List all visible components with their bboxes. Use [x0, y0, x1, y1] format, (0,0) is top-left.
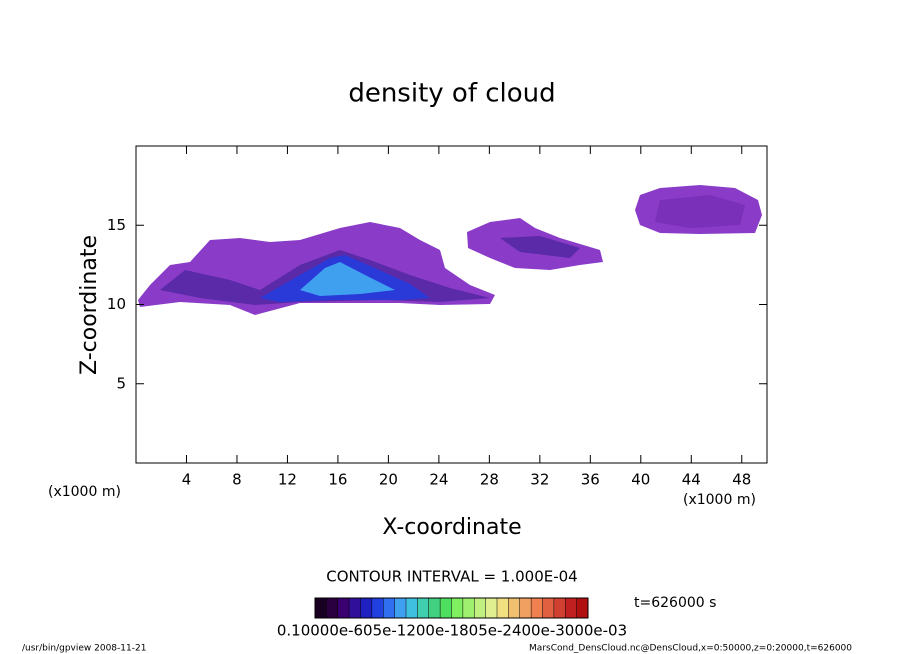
colorbar [314, 598, 589, 618]
time-label: t=626000 s [634, 595, 716, 611]
x-tick-label: 8 [232, 471, 242, 489]
x-tick-label: 20 [379, 471, 398, 489]
colorbar-swatch [326, 598, 339, 618]
colorbar-swatch [565, 598, 577, 618]
x-tick-label: 4 [182, 471, 192, 489]
colorbar-swatch [428, 598, 441, 618]
x-tick-label: 24 [429, 471, 448, 489]
y-tick-label: 5 [116, 374, 126, 392]
colorbar-swatch [508, 598, 521, 618]
colorbar-swatch [451, 598, 464, 618]
colorbar-swatch [394, 598, 407, 618]
colorbar-swatch [417, 598, 430, 618]
x-tick-label: 32 [530, 471, 549, 489]
x-tick-label: 40 [631, 471, 650, 489]
x-tick-label: 12 [278, 471, 297, 489]
colorbar-swatch [553, 598, 566, 618]
colorbar-swatch [519, 598, 532, 618]
colorbar-swatch [337, 598, 350, 618]
x-tick-label: 16 [328, 471, 347, 489]
colorbar-swatch [315, 598, 327, 618]
colorbar-swatch [531, 598, 543, 618]
colorbar-swatch [440, 598, 452, 618]
y-axis-label: Z-coordinate [77, 235, 102, 375]
cloud-region [655, 195, 745, 228]
colorbar-swatch [485, 598, 498, 618]
y-tick-label: 15 [107, 216, 126, 234]
x-tick-label: 48 [732, 471, 751, 489]
colorbar-frame [314, 597, 589, 619]
cloud-region [300, 262, 395, 296]
contour-interval: CONTOUR INTERVAL = 1.000E-04 [326, 568, 577, 586]
x-tick-label: 44 [682, 471, 701, 489]
x-tick-label: 36 [581, 471, 600, 489]
cloud-region [500, 236, 580, 258]
colorbar-swatch [576, 598, 589, 618]
footer-right: MarsCond_DensCloud.nc@DensCloud,x=0:5000… [529, 644, 852, 654]
chart-title: density of cloud [348, 79, 555, 109]
x-unit: (x1000 m) [48, 484, 121, 500]
colorbar-swatch [406, 598, 418, 618]
x-tick-label: 28 [480, 471, 499, 489]
footer-left: /usr/bin/gpview 2008-11-21 [22, 644, 146, 654]
colorbar-swatch [462, 598, 475, 618]
cloud-field [138, 185, 762, 315]
x-axis-label: X-coordinate [382, 515, 521, 540]
colorbar-swatch [474, 598, 486, 618]
colorbar-swatch [371, 598, 384, 618]
colorbar-swatch [360, 598, 373, 618]
colorbar-swatch [349, 598, 361, 618]
x-unit: (x1000 m) [683, 492, 756, 508]
colorbar-swatch [542, 598, 555, 618]
colorbar-swatch [497, 598, 509, 618]
colorbar-swatch [383, 598, 395, 618]
y-tick-label: 10 [107, 295, 126, 313]
colorbar-labels: 0.10000e-605e-1200e-1805e-2400e-3000e-03 [277, 622, 627, 640]
